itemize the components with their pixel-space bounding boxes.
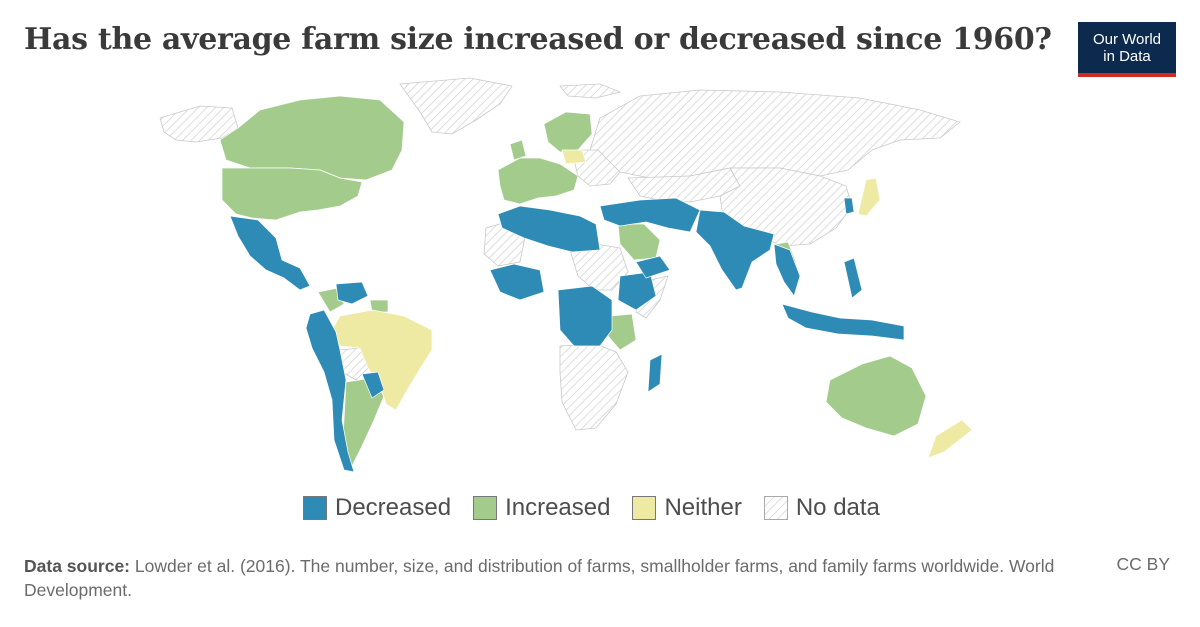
- world-map[interactable]: [0, 70, 1200, 480]
- country-myanmar-thailand[interactable]: [773, 243, 801, 297]
- decreased-regions: [229, 197, 905, 473]
- logo-line-1: Our World: [1092, 31, 1162, 48]
- region-southern-africa[interactable]: [559, 343, 629, 431]
- legend-item-increased[interactable]: Increased: [473, 494, 610, 522]
- license-link[interactable]: CC BY: [1116, 554, 1170, 574]
- legend-swatch-increased: [473, 496, 498, 520]
- country-japan[interactable]: [857, 177, 881, 217]
- legend-item-neither[interactable]: Neither: [632, 494, 742, 522]
- country-canada[interactable]: [219, 95, 405, 181]
- logo-line-2: in Data: [1103, 48, 1151, 65]
- legend-label-no-data: No data: [795, 494, 880, 521]
- country-north-africa[interactable]: [497, 205, 601, 253]
- legend-swatch-no-data: [763, 496, 788, 520]
- chart-title: Has the average farm size increased or d…: [24, 22, 1052, 57]
- country-indonesia[interactable]: [781, 303, 905, 341]
- owid-logo[interactable]: Our World in Data: [1078, 22, 1176, 77]
- country-philippines[interactable]: [843, 257, 863, 299]
- country-brazil[interactable]: [331, 309, 433, 411]
- legend-item-decreased[interactable]: Decreased: [303, 494, 451, 522]
- footer-source: Data source: Lowder et al. (2016). The n…: [24, 554, 1084, 602]
- source-label: Data source:: [24, 556, 131, 576]
- country-scandinavia[interactable]: [543, 111, 593, 153]
- country-madagascar[interactable]: [647, 353, 663, 393]
- country-turkey-middle-east[interactable]: [599, 197, 701, 233]
- country-andes[interactable]: [305, 309, 355, 473]
- region-alaska[interactable]: [159, 105, 239, 143]
- country-guyana-suriname[interactable]: [369, 299, 389, 313]
- neither-regions: [331, 149, 973, 459]
- country-united-states[interactable]: [221, 167, 363, 221]
- legend-item-no-data[interactable]: No data: [763, 494, 880, 522]
- country-poland[interactable]: [561, 149, 587, 165]
- legend-swatch-neither: [632, 496, 657, 520]
- legend-label-neither: Neither: [664, 494, 742, 521]
- map-legend: Decreased Increased Neither No data: [303, 494, 902, 522]
- country-saudi-arabia[interactable]: [617, 223, 661, 261]
- legend-label-decreased: Decreased: [335, 494, 452, 521]
- legend-swatch-decreased: [303, 496, 327, 520]
- country-mexico-central-america[interactable]: [229, 215, 311, 291]
- country-central-africa[interactable]: [557, 285, 613, 347]
- legend-label-increased: Increased: [505, 494, 611, 521]
- region-greenland[interactable]: [399, 77, 513, 135]
- source-text[interactable]: Lowder et al. (2016). The number, size, …: [24, 556, 1055, 600]
- country-new-zealand[interactable]: [927, 419, 973, 459]
- country-korea[interactable]: [843, 197, 855, 215]
- country-australia[interactable]: [825, 355, 927, 437]
- country-western-europe[interactable]: [497, 157, 579, 205]
- country-south-asia[interactable]: [695, 209, 775, 291]
- region-china[interactable]: [719, 167, 853, 247]
- country-paraguay-uruguay[interactable]: [361, 371, 385, 399]
- increased-regions: [219, 95, 927, 467]
- country-west-africa[interactable]: [489, 263, 545, 301]
- country-venezuela[interactable]: [335, 281, 369, 305]
- country-uk-ireland[interactable]: [509, 139, 527, 161]
- region-arctic-islands[interactable]: [559, 83, 622, 99]
- country-yemen-oman[interactable]: [635, 255, 671, 279]
- region-russia[interactable]: [589, 89, 961, 179]
